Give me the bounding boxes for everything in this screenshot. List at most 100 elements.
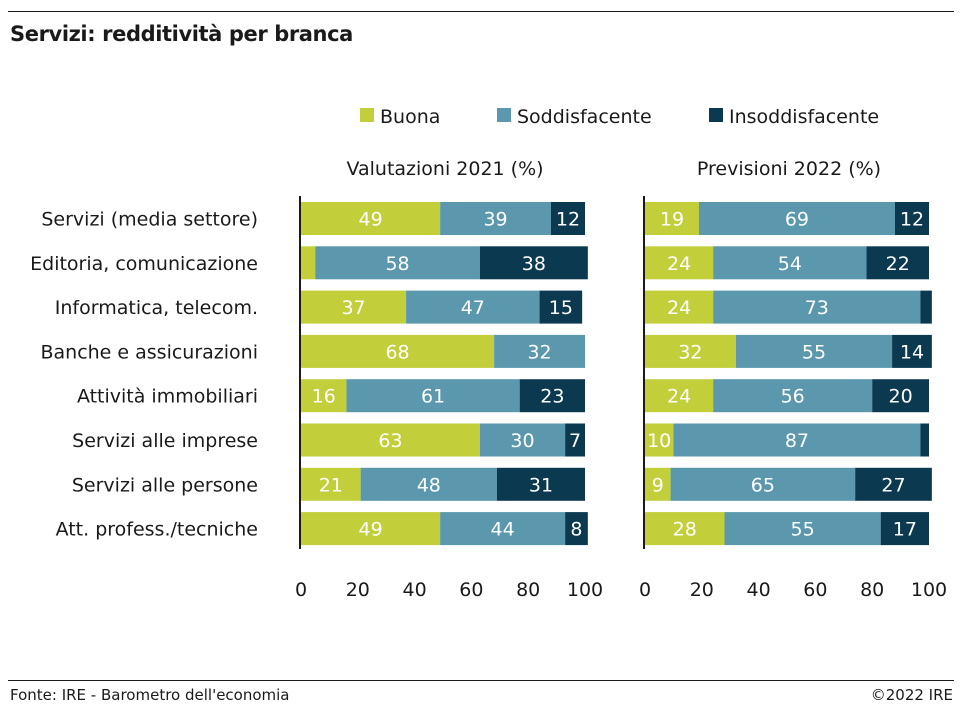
data-label-soddisfacente: 65 [751, 474, 775, 496]
bar-insoddisfacente [880, 512, 929, 546]
data-label-buona: 9 [652, 474, 664, 496]
bar-soddisfacente [713, 246, 867, 280]
category-label: Banche e assicurazioni [40, 341, 258, 363]
data-label-soddisfacente: 61 [421, 386, 445, 408]
data-label-soddisfacente: 55 [802, 341, 826, 363]
bar-soddisfacente [360, 467, 497, 501]
data-label-buona: 16 [312, 386, 336, 408]
data-label-buona: 24 [667, 386, 691, 408]
data-label-soddisfacente: 58 [385, 253, 409, 275]
x-tick-label: 40 [403, 579, 427, 601]
bar-insoddisfacente [892, 334, 932, 368]
data-label-buona: 49 [358, 519, 382, 541]
x-tick-label: 0 [295, 579, 307, 601]
bar-soddisfacente [440, 202, 551, 235]
data-label-buona: 28 [673, 519, 697, 541]
data-label-soddisfacente: 55 [791, 519, 815, 541]
data-label-buona: 63 [378, 430, 402, 452]
data-label-insoddisfacente: 17 [893, 519, 917, 541]
data-label-soddisfacente: 48 [417, 474, 441, 496]
data-label-insoddisfacente: 31 [529, 474, 553, 496]
bar-soddisfacente [724, 512, 881, 546]
bar-buona [301, 334, 495, 368]
bar-soddisfacente [406, 290, 540, 324]
x-tick-label: 80 [516, 579, 540, 601]
x-tick-label: 60 [459, 579, 483, 601]
data-label-insoddisfacente: 12 [900, 209, 924, 231]
bar-insoddisfacente [550, 202, 585, 235]
legend-label-buona: Buona [380, 106, 440, 128]
bar-buona [645, 334, 736, 368]
bar-soddisfacente [713, 379, 873, 413]
legend-swatch-soddisfacente [497, 108, 511, 122]
x-tick-label: 100 [567, 579, 603, 601]
data-label-buona: 21 [319, 474, 343, 496]
data-label-soddisfacente: 39 [483, 209, 507, 231]
bar-buona [645, 246, 714, 280]
bar-soddisfacente [698, 202, 895, 235]
x-tick-label: 20 [690, 579, 714, 601]
bar-soddisfacente [670, 467, 856, 501]
data-label-buona: 24 [667, 253, 691, 275]
data-label-buona: 32 [678, 341, 702, 363]
bar-insoddisfacente [920, 423, 929, 457]
data-label-buona: 37 [341, 297, 365, 319]
bar-buona [301, 512, 441, 546]
data-label-insoddisfacente: 22 [886, 253, 910, 275]
data-label-buona: 19 [660, 209, 684, 231]
bar-buona [301, 202, 441, 235]
data-label-insoddisfacente: 23 [540, 386, 564, 408]
bar-insoddisfacente [894, 202, 929, 235]
bar-insoddisfacente [920, 290, 932, 324]
legend-label-soddisfacente: Soddisfacente [517, 106, 652, 128]
bar-soddisfacente [735, 334, 893, 368]
data-label-buona: 68 [385, 341, 409, 363]
top-rule [8, 11, 954, 12]
bar-buona [301, 246, 316, 280]
bar-soddisfacente [440, 512, 566, 546]
bar-soddisfacente [713, 290, 921, 324]
bar-soddisfacente [494, 334, 585, 368]
x-tick-label: 100 [911, 579, 947, 601]
bar-insoddisfacente [565, 423, 585, 457]
bar-buona [301, 467, 361, 501]
data-label-soddisfacente: 54 [778, 253, 802, 275]
category-label: Servizi alle persone [72, 474, 258, 496]
x-tick-label: 20 [346, 579, 370, 601]
bar-buona [645, 512, 725, 546]
category-label: Editoria, comunicazione [30, 253, 258, 275]
data-label-soddisfacente: 73 [805, 297, 829, 319]
data-label-buona: 49 [358, 209, 382, 231]
data-label-soddisfacente: 87 [785, 430, 809, 452]
bar-insoddisfacente [855, 467, 932, 501]
data-label-insoddisfacente: 7 [569, 430, 581, 452]
category-label: Servizi alle imprese [72, 430, 258, 452]
data-label-soddisfacente: 32 [527, 341, 551, 363]
bar-buona [645, 423, 674, 457]
bar-insoddisfacente [565, 512, 588, 546]
bar-insoddisfacente [496, 467, 585, 501]
category-label: Informatica, telecom. [55, 297, 258, 319]
data-label-insoddisfacente: 20 [889, 386, 913, 408]
panel-title-1: Valutazioni 2021 (%) [346, 158, 543, 180]
bar-insoddisfacente [539, 290, 583, 324]
bar-buona [301, 290, 407, 324]
bar-buona [645, 467, 671, 501]
data-label-insoddisfacente: 8 [570, 519, 582, 541]
data-label-insoddisfacente: 38 [522, 253, 546, 275]
data-label-soddisfacente: 56 [781, 386, 805, 408]
data-label-buona: 24 [667, 297, 691, 319]
bar-buona [645, 202, 699, 235]
category-label: Attività immobiliari [77, 386, 258, 408]
data-label-insoddisfacente: 14 [900, 341, 924, 363]
source-note: Fonte: IRE - Barometro dell'economia [10, 686, 290, 704]
x-tick-label: 80 [860, 579, 884, 601]
x-tick-label: 60 [803, 579, 827, 601]
bottom-rule [8, 680, 954, 681]
data-label-soddisfacente: 69 [785, 209, 809, 231]
bar-insoddisfacente [866, 246, 929, 280]
data-label-insoddisfacente: 27 [881, 474, 905, 496]
data-label-soddisfacente: 30 [510, 430, 534, 452]
data-label-soddisfacente: 47 [461, 297, 485, 319]
